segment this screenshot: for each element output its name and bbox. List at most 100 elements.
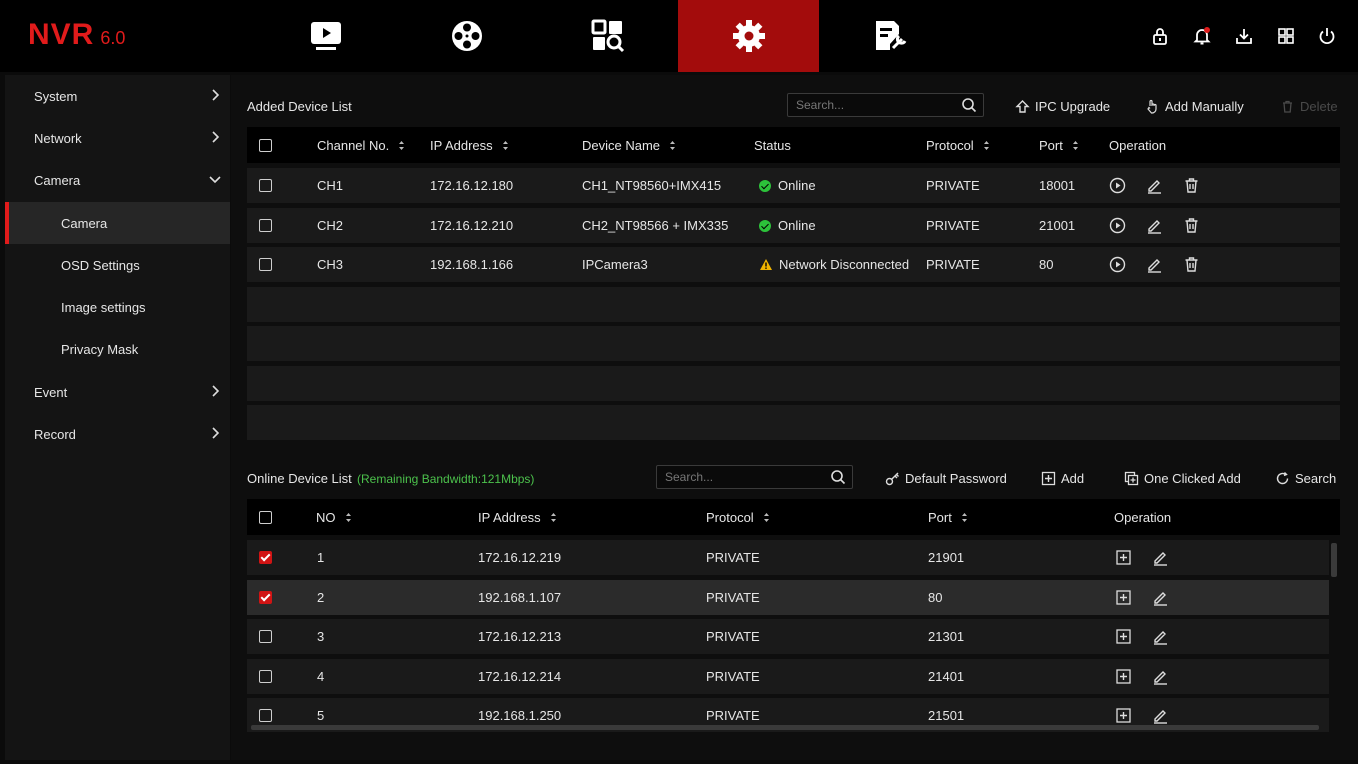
add-button[interactable]: Add — [1041, 468, 1084, 488]
default-password-button[interactable]: Default Password — [885, 468, 1007, 488]
search-icon[interactable] — [830, 469, 846, 485]
table-row[interactable]: 3 172.16.12.213 PRIVATE 21301 — [247, 619, 1329, 654]
row-checkbox[interactable] — [259, 619, 272, 654]
play-icon[interactable] — [1109, 256, 1126, 273]
select-all-checkbox[interactable] — [259, 499, 272, 535]
protocol-cell: PRIVATE — [926, 257, 980, 272]
empty-row — [247, 326, 1340, 361]
col-port[interactable]: Port — [928, 499, 968, 535]
trash-icon[interactable] — [1183, 256, 1200, 273]
col-port[interactable]: Port — [1039, 127, 1079, 163]
edit-icon[interactable] — [1146, 256, 1163, 273]
select-all-checkbox[interactable] — [259, 127, 272, 163]
online-search-input[interactable] — [657, 466, 852, 488]
sidebar-subitem-image-settings[interactable]: Image settings — [5, 286, 230, 328]
sidebar-subitem-camera[interactable]: Camera — [5, 202, 230, 244]
download-icon[interactable] — [1234, 26, 1254, 46]
edit-icon[interactable] — [1152, 628, 1169, 645]
ip-cell: 192.168.1.166 — [430, 257, 514, 272]
tab-video[interactable] — [396, 0, 537, 72]
trash-icon[interactable] — [1183, 217, 1200, 234]
device-name-cell: IPCamera3 — [582, 257, 648, 272]
no-cell: 2 — [317, 590, 325, 605]
tab-playback[interactable] — [255, 0, 396, 72]
col-device-name[interactable]: Device Name — [582, 127, 676, 163]
table-row[interactable]: CH2 172.16.12.210 CH2_NT98566 + IMX335 O… — [247, 208, 1340, 243]
add-box-icon[interactable] — [1115, 707, 1132, 724]
trash-icon[interactable] — [1183, 177, 1200, 194]
sort-icon — [399, 140, 405, 150]
sidebar-subitem-osd-settings[interactable]: OSD Settings — [5, 244, 230, 286]
play-icon[interactable] — [1109, 217, 1126, 234]
table-row[interactable]: 2 192.168.1.107 PRIVATE 80 — [247, 580, 1329, 615]
add-box-icon[interactable] — [1115, 668, 1132, 685]
edit-icon[interactable] — [1152, 549, 1169, 566]
sort-icon — [550, 512, 556, 522]
row-checkbox[interactable] — [259, 580, 272, 615]
edit-icon[interactable] — [1152, 589, 1169, 606]
protocol-cell: PRIVATE — [926, 178, 980, 193]
edit-icon[interactable] — [1152, 668, 1169, 685]
horizontal-scrollbar[interactable] — [247, 725, 1329, 731]
row-checkbox[interactable] — [259, 659, 272, 694]
added-search-input[interactable] — [788, 94, 983, 116]
tab-maintenance[interactable] — [819, 0, 960, 72]
layout-grid-icon[interactable] — [1276, 26, 1296, 46]
table-row[interactable]: 4 172.16.12.214 PRIVATE 21401 — [247, 659, 1329, 694]
sort-icon — [983, 140, 989, 150]
search-icon[interactable] — [961, 97, 977, 113]
sidebar-item-event[interactable]: Event — [5, 371, 230, 413]
table-row[interactable]: CH1 172.16.12.180 CH1_NT98560+IMX415 Onl… — [247, 168, 1340, 203]
horizontal-scroll-thumb[interactable] — [251, 725, 1319, 730]
row-checkbox[interactable] — [259, 698, 272, 732]
col-protocol[interactable]: Protocol — [706, 499, 770, 535]
row-checkbox[interactable] — [259, 208, 272, 243]
no-cell: 4 — [317, 669, 325, 684]
power-icon[interactable] — [1317, 26, 1337, 46]
col-ip-address[interactable]: IP Address — [478, 499, 557, 535]
add-box-icon[interactable] — [1115, 589, 1132, 606]
chevron-right-icon — [212, 385, 220, 397]
lock-icon[interactable] — [1150, 26, 1170, 46]
operation-cell — [1115, 540, 1189, 575]
search-devices-button[interactable]: Search — [1275, 468, 1336, 488]
edit-icon[interactable] — [1152, 707, 1169, 724]
tab-settings[interactable] — [678, 0, 819, 72]
sidebar-item-system[interactable]: System — [5, 75, 230, 117]
vertical-scroll-thumb[interactable] — [1331, 543, 1337, 577]
add-box-icon[interactable] — [1115, 628, 1132, 645]
sort-icon — [502, 140, 508, 150]
remaining-bandwidth: (Remaining Bandwidth:121Mbps) — [357, 472, 535, 486]
search-devices-label: Search — [1295, 470, 1337, 486]
sidebar-subitem-privacy-mask[interactable]: Privacy Mask — [5, 328, 230, 370]
row-checkbox[interactable] — [259, 247, 272, 282]
edit-icon[interactable] — [1146, 177, 1163, 194]
hand-pointer-icon — [1147, 99, 1157, 114]
sidebar-item-network[interactable]: Network — [5, 117, 230, 159]
play-icon[interactable] — [1109, 177, 1126, 194]
copy-add-icon — [1124, 471, 1139, 485]
device-name-cell: CH1_NT98560+IMX415 — [582, 178, 722, 193]
ipc-upgrade-button[interactable]: IPC Upgrade — [1015, 96, 1110, 116]
delete-button[interactable]: Delete — [1280, 96, 1338, 116]
table-row[interactable]: 1 172.16.12.219 PRIVATE 21901 — [247, 540, 1329, 575]
notification-bell-icon[interactable] — [1192, 26, 1212, 46]
col-channel-no[interactable]: Channel No. — [317, 127, 405, 163]
row-checkbox[interactable] — [259, 540, 272, 575]
one-clicked-add-button[interactable]: One Clicked Add — [1124, 468, 1241, 488]
sidebar-item-record[interactable]: Record — [5, 413, 230, 455]
no-cell: 3 — [317, 629, 325, 644]
col-protocol[interactable]: Protocol — [926, 127, 990, 163]
add-box-icon[interactable] — [1115, 549, 1132, 566]
add-manually-button[interactable]: Add Manually — [1145, 96, 1244, 116]
vertical-scrollbar[interactable] — [1331, 543, 1337, 723]
sidebar-item-label: Record — [34, 426, 76, 442]
col-no[interactable]: NO — [316, 499, 352, 535]
col-ip-address[interactable]: IP Address — [430, 127, 509, 163]
tab-search[interactable] — [537, 0, 678, 72]
channel-cell: CH2 — [317, 218, 344, 233]
sidebar-item-camera[interactable]: Camera — [5, 159, 230, 201]
row-checkbox[interactable] — [259, 168, 272, 203]
edit-icon[interactable] — [1146, 217, 1163, 234]
table-row[interactable]: CH3 192.168.1.166 IPCamera3 Network Disc… — [247, 247, 1340, 282]
